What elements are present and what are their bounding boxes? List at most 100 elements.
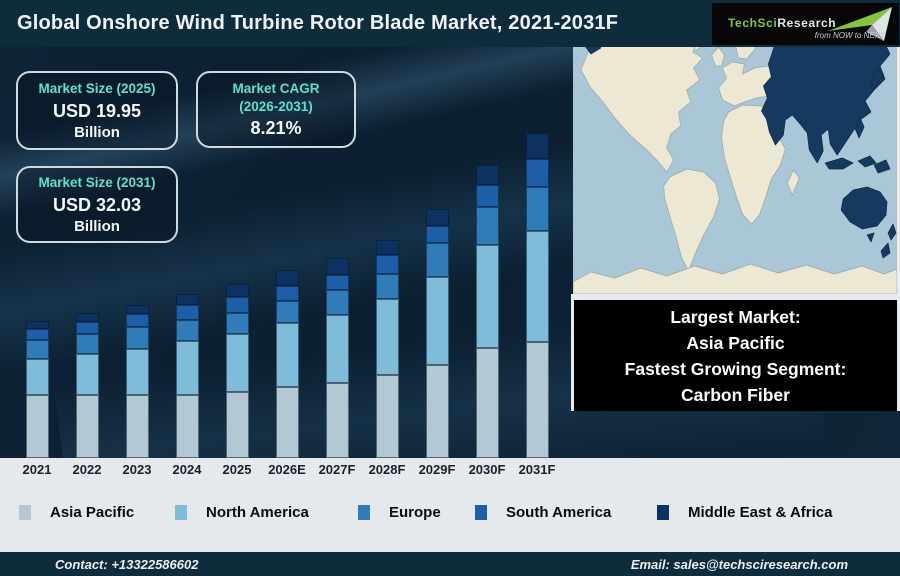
map-region-europe	[718, 61, 777, 107]
bar-segment	[376, 274, 399, 299]
bar-segment	[426, 277, 449, 365]
map-region-uk	[711, 46, 725, 67]
stat-unit: Billion	[74, 123, 120, 141]
axis-and-legend-band: 2021 2022 2023 2024 2025 2026E 2027F 2028F 2029F…	[0, 458, 900, 552]
stat-label: Market CAGR (2026-2031)	[232, 80, 320, 114]
legend-label: South America	[506, 504, 612, 521]
bar-segment	[376, 375, 399, 458]
bar-segment	[326, 275, 349, 290]
stacked-bar-chart	[0, 47, 570, 458]
bar-segment	[26, 395, 49, 458]
bar-segment	[276, 286, 299, 301]
legend-swatch	[358, 505, 370, 520]
bar-2021	[26, 321, 49, 458]
legend-item: North America	[175, 504, 309, 521]
bar-segment	[526, 342, 549, 458]
bar-segment	[276, 387, 299, 458]
bar-segment	[426, 365, 449, 458]
footer-bar: Contact: +13322586602 Email: sales@techs…	[0, 552, 900, 576]
stat-value: USD 19.95	[52, 100, 142, 121]
legend-label: North America	[206, 504, 309, 521]
bar-segment	[276, 323, 299, 387]
bar-segment	[26, 321, 49, 329]
x-axis-label: 2027F	[318, 462, 356, 477]
x-axis-label: 2023	[122, 462, 152, 477]
bar-segment	[476, 348, 499, 458]
legend-item: South America	[475, 504, 611, 521]
bar-2030F	[476, 165, 499, 458]
bar-segment	[126, 314, 149, 327]
map-frame-strip	[897, 2, 900, 294]
map-region-indonesia-east	[857, 155, 877, 168]
bar-segment	[26, 329, 49, 340]
bar-segment	[226, 313, 249, 334]
callout-line-1: Largest Market:	[670, 306, 801, 327]
bar-segment	[326, 258, 349, 275]
bar-segment	[76, 313, 99, 322]
bar-segment	[126, 395, 149, 458]
bar-segment	[426, 209, 449, 226]
bar-segment	[276, 301, 299, 323]
contact-email: Email: sales@techsciresearch.com	[630, 556, 848, 572]
x-axis-label: 2028F	[368, 462, 406, 477]
map-region-madagascar	[786, 169, 800, 196]
legend-swatch	[175, 505, 187, 520]
x-axis-label: 2030F	[468, 462, 506, 477]
bar-segment	[176, 305, 199, 320]
stat-unit: Billion	[74, 217, 120, 235]
bar-2027F	[326, 258, 349, 458]
page-title: Global Onshore Wind Turbine Rotor Blade …	[17, 12, 619, 34]
x-axis-label: 2022	[72, 462, 102, 477]
bar-2026E	[276, 270, 299, 458]
stat-value: 8.21%	[250, 118, 302, 139]
stat-value: USD 32.03	[52, 194, 142, 215]
bar-segment	[226, 297, 249, 313]
legend-swatch	[657, 505, 669, 520]
map-region-japan	[869, 67, 884, 89]
bar-segment	[76, 334, 99, 354]
bar-segment	[126, 349, 149, 395]
bar-segment	[226, 334, 249, 392]
bar-segment	[326, 290, 349, 315]
bar-2028F	[376, 240, 399, 458]
arrow-icon	[828, 7, 892, 41]
contact-phone: Contact: +13322586602	[55, 556, 199, 572]
x-axis-label: 2031F	[518, 462, 556, 477]
bar-segment	[476, 207, 499, 245]
bar-2022	[76, 313, 99, 458]
bar-segment	[526, 133, 549, 159]
brand-name-secondary: Research	[777, 16, 837, 30]
bar-segment	[176, 341, 199, 395]
brand-name: TechSciResearch	[728, 16, 836, 30]
legend-label: Europe	[389, 504, 441, 521]
bar-segment	[326, 383, 349, 458]
map-region-antarctica	[573, 263, 897, 294]
bar-segment	[26, 359, 49, 395]
map-region-south-america	[663, 168, 720, 272]
map-region-tasmania	[866, 232, 875, 243]
callout-line-2: Asia Pacific	[686, 332, 785, 353]
legend-item: Asia Pacific	[19, 504, 134, 521]
bar-segment	[26, 340, 49, 359]
bar-segment	[176, 294, 199, 305]
bar-segment	[426, 226, 449, 243]
bar-2029F	[426, 209, 449, 458]
bar-segment	[276, 270, 299, 286]
bar-2025	[226, 284, 249, 458]
brand-logo: TechSciResearch from NOW to NEXT	[712, 3, 899, 45]
legend-item: Middle East & Africa	[657, 504, 832, 521]
legend-swatch	[475, 505, 487, 520]
stat-card-market-size-2031: Market Size (2031) USD 32.03 Billion	[16, 166, 178, 243]
bar-segment	[526, 231, 549, 342]
legend-label: Middle East & Africa	[688, 504, 833, 521]
bar-2031F	[526, 133, 549, 458]
x-axis-label: 2029F	[418, 462, 456, 477]
bar-segment	[476, 165, 499, 185]
bar-segment	[126, 327, 149, 349]
stat-card-market-cagr: Market CAGR (2026-2031) 8.21%	[196, 71, 356, 148]
x-axis-label: 2026E	[268, 462, 306, 477]
bar-segment	[426, 243, 449, 277]
bar-segment	[126, 305, 149, 314]
brand-name-primary: TechSci	[728, 16, 778, 30]
legend-swatch	[19, 505, 31, 520]
